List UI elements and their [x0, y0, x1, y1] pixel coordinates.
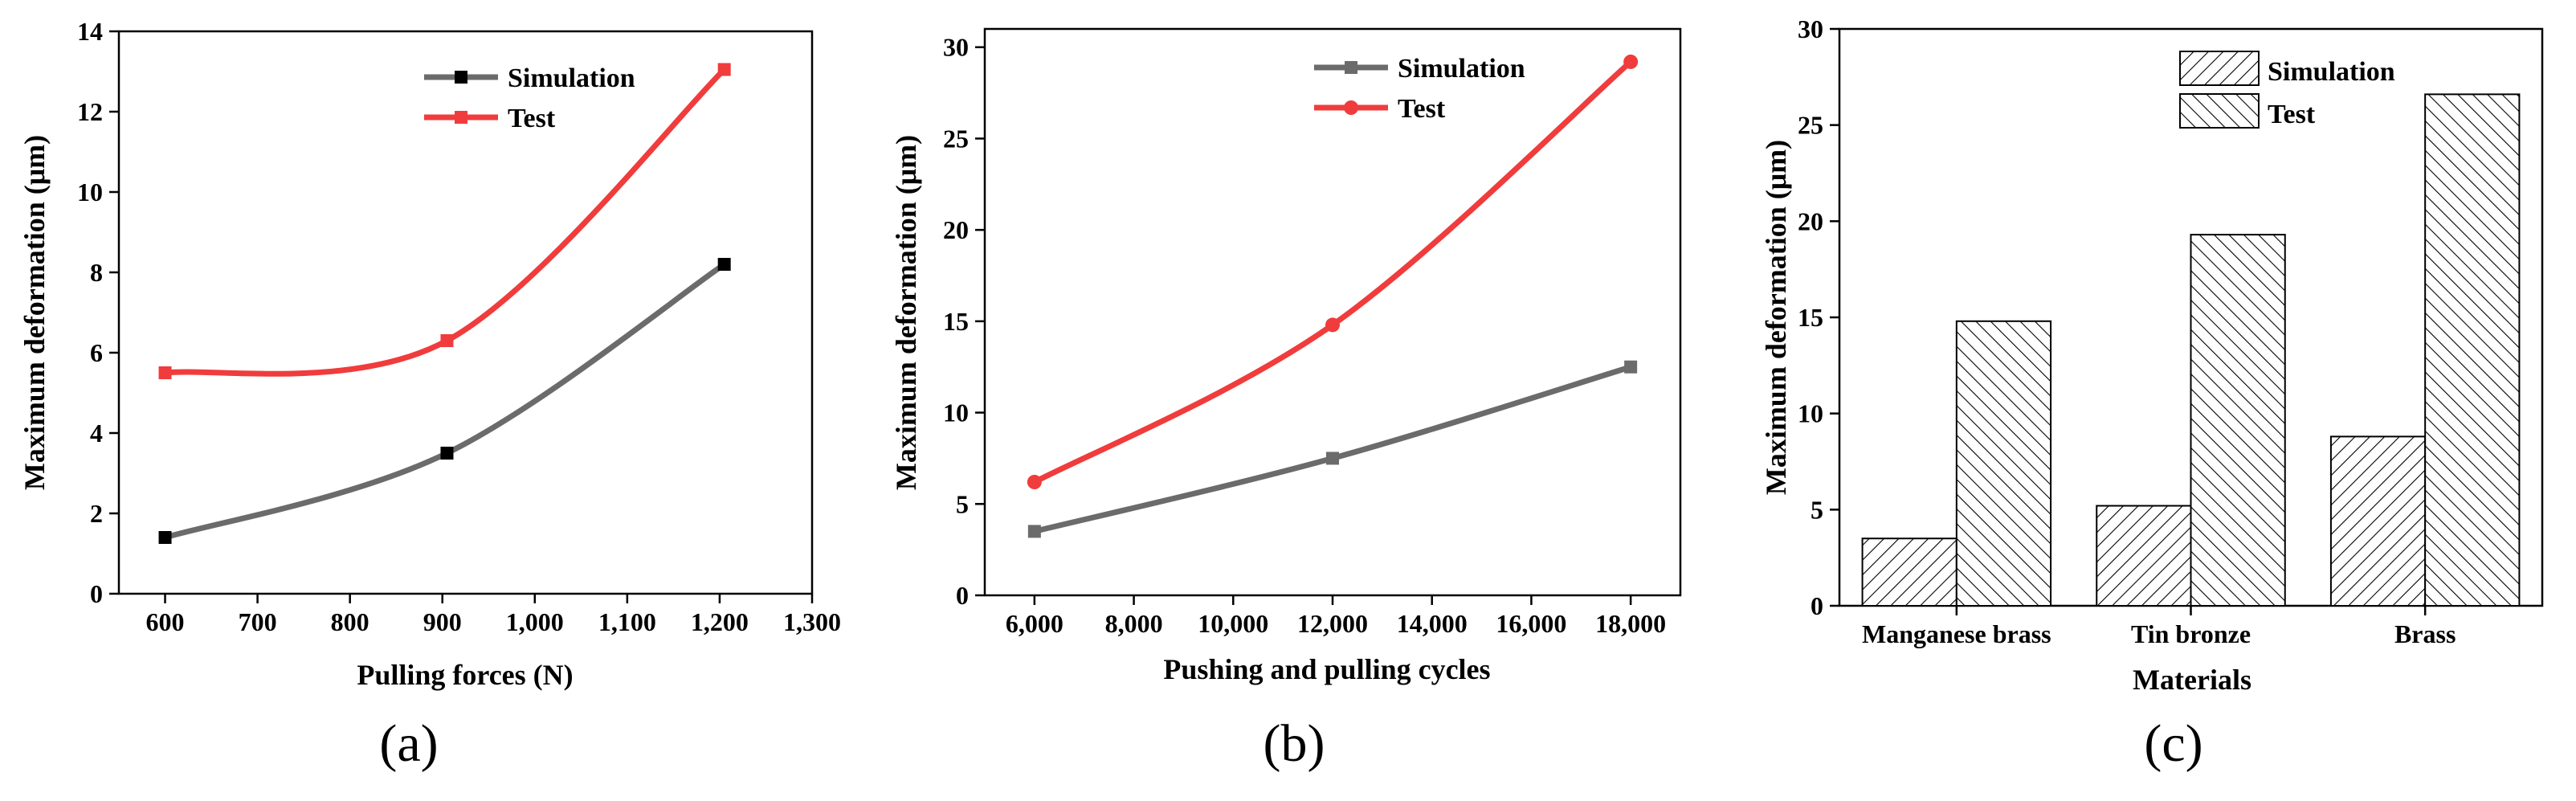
series-simulation-line — [162, 261, 728, 541]
legend-c-simulation-swatch — [2179, 51, 2260, 86]
bar-test — [2424, 93, 2521, 607]
legend-c-simulation-label: Simulation — [2268, 57, 2395, 87]
series-simulation-point — [158, 531, 172, 544]
y-tick-label: 10 — [77, 178, 103, 206]
y-tick-label: 15 — [943, 307, 969, 336]
y-tick-label: 4 — [90, 419, 103, 447]
chart-c-legend: Simulation Test — [2179, 51, 2395, 129]
chart-a-series — [158, 63, 731, 544]
x-tick-label: 1,200 — [691, 607, 749, 636]
series-test-point — [1325, 317, 1340, 333]
x-tick-label: 6,000 — [1006, 609, 1063, 638]
chart-c-ylabel: Maximum deformation (μm) — [1760, 140, 1792, 495]
chart-c-xlabel: Materials — [2133, 664, 2251, 696]
chart-b: 6,000 8,000 10,000 12,000 14,000 16,000 18,000… — [890, 27, 1682, 773]
legend-b-simulation-label: Simulation — [1398, 54, 1525, 84]
x-tick-label: 8,000 — [1105, 609, 1163, 638]
bar-test — [1955, 320, 2052, 607]
x-tick-label: 1,000 — [506, 607, 564, 636]
series-test-point — [717, 63, 731, 76]
chart-a-legend: Simulation Test — [424, 63, 635, 133]
x-tick-label: 18,000 — [1595, 609, 1666, 638]
chart-a-xlabel: Pulling forces (N) — [357, 659, 573, 691]
y-tick-label: 10 — [943, 398, 969, 427]
y-tick-label: 0 — [1811, 591, 1823, 620]
x-tick-label: 14,000 — [1397, 609, 1468, 638]
x-tick-label: 1,300 — [783, 607, 841, 636]
chart-a-ylabel: Maximum deformation (μm) — [18, 135, 51, 490]
series-simulation-point — [1624, 360, 1638, 374]
series-simulation-point — [717, 258, 731, 271]
x-tick-label: Manganese brass — [1862, 619, 2051, 648]
y-tick-label: 8 — [90, 258, 103, 287]
y-tick-label: 0 — [956, 581, 969, 610]
chart-c-panel-label: (c) — [2144, 714, 2202, 773]
chart-a: 600 700 800 900 1,000 1,100 1,200 1,300 0 2 4 6 8 10 1… — [18, 17, 841, 773]
series-test-line — [1031, 59, 1634, 485]
legend-a-simulation-label: Simulation — [508, 63, 635, 93]
chart-b-panel-label: (b) — [1264, 714, 1325, 773]
x-tick-label: 1,100 — [598, 607, 656, 636]
y-tick-label: 0 — [90, 579, 103, 608]
y-tick-label: 25 — [943, 124, 969, 153]
legend-a-test-label: Test — [508, 104, 556, 133]
y-tick-label: 6 — [90, 338, 103, 367]
x-tick-label: 10,000 — [1198, 609, 1268, 638]
y-tick-label: 25 — [1798, 111, 1823, 140]
x-tick-label: 700 — [239, 607, 277, 636]
chart-c-ticks: 0 5 10 15 20 25 30 Manganese brass Tin bronze Bra… — [1798, 14, 2456, 648]
chart-b-series — [1027, 54, 1639, 538]
y-tick-label: 20 — [1798, 206, 1823, 235]
y-tick-label: 30 — [1798, 14, 1823, 43]
x-tick-label: 16,000 — [1496, 609, 1566, 638]
legend-a-test-marker — [455, 111, 467, 124]
series-simulation-point — [1027, 525, 1041, 538]
y-tick-label: 5 — [956, 489, 969, 518]
series-test-point — [1027, 475, 1042, 489]
legend-a-simulation-marker — [455, 71, 467, 84]
x-tick-label: Brass — [2394, 619, 2456, 648]
y-tick-label: 5 — [1811, 495, 1823, 524]
series-simulation-point — [440, 447, 454, 460]
chart-b-ylabel: Maximum deformation (μm) — [890, 135, 922, 490]
x-tick-label: 900 — [423, 607, 462, 636]
y-tick-label: 10 — [1798, 399, 1823, 428]
chart-a-plot-frame — [117, 30, 814, 595]
chart-a-panel-label: (a) — [379, 714, 438, 773]
bar-test — [2190, 234, 2286, 607]
chart-a-ticks: 600 700 800 900 1,000 1,100 1,200 1,300 0 2 4 6 8 10 1… — [77, 17, 841, 636]
legend-b-test-label: Test — [1398, 94, 1446, 124]
series-simulation-line — [1031, 364, 1634, 534]
x-tick-label: 12,000 — [1297, 609, 1368, 638]
series-simulation-point — [1326, 452, 1339, 465]
bar-simulation — [2329, 435, 2427, 607]
x-tick-label: Tin bronze — [2131, 619, 2251, 648]
y-tick-label: 2 — [90, 499, 103, 528]
y-tick-label: 15 — [1798, 303, 1823, 332]
series-test-point — [1623, 54, 1639, 69]
y-tick-label: 12 — [77, 97, 103, 126]
y-tick-label: 14 — [77, 17, 103, 46]
x-tick-label: 800 — [331, 607, 369, 636]
chart-b-xlabel: Pushing and pulling cycles — [1163, 653, 1490, 685]
chart-c: 0 5 10 15 20 25 30 Manganese brass Tin bronze Bra… — [1760, 14, 2544, 773]
series-test-point — [440, 334, 454, 347]
chart-b-ticks: 6,000 8,000 10,000 12,000 14,000 16,000 18,000… — [943, 33, 1666, 638]
series-test-point — [158, 366, 172, 379]
legend-c-test-label: Test — [2268, 100, 2316, 129]
bar-simulation — [2096, 505, 2192, 607]
legend-b-simulation-marker — [1345, 61, 1357, 74]
bar-simulation — [1861, 537, 1958, 607]
chart-b-legend: Simulation Test — [1314, 54, 1525, 124]
y-tick-label: 20 — [943, 215, 969, 244]
legend-b-test-marker — [1344, 100, 1358, 115]
y-tick-label: 30 — [943, 33, 969, 62]
legend-c-test-swatch — [2179, 93, 2260, 129]
chart-c-bars — [1861, 93, 2521, 607]
x-tick-label: 600 — [146, 607, 185, 636]
